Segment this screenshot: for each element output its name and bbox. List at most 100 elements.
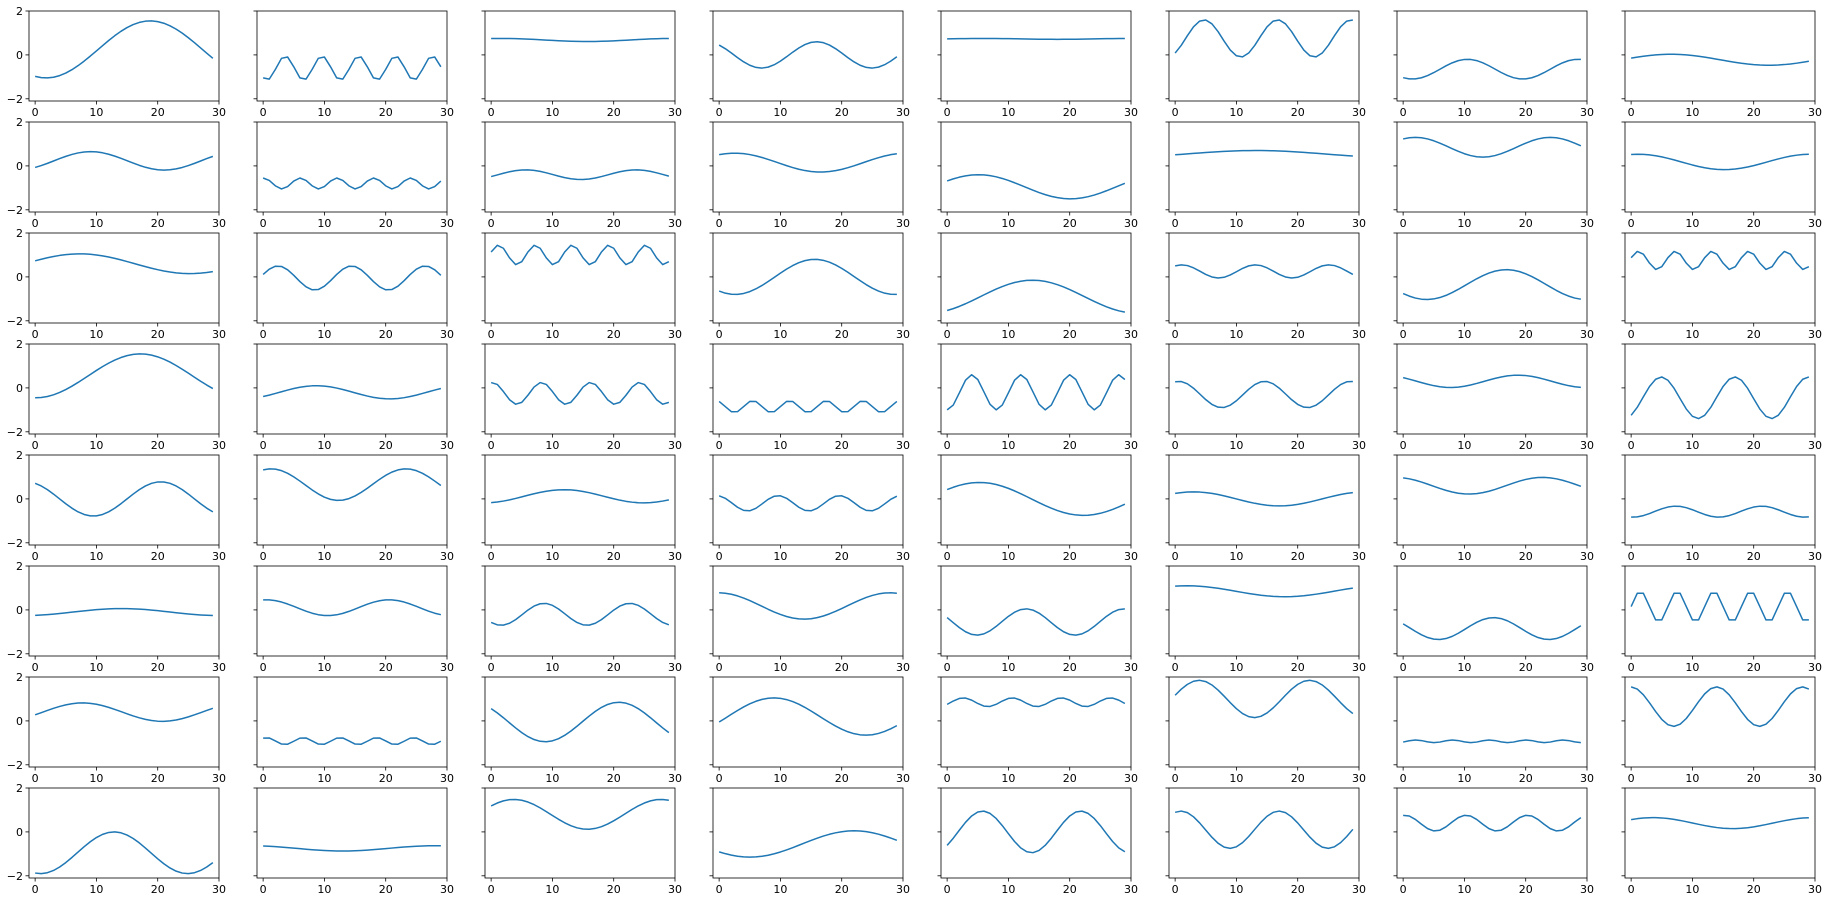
series-line <box>946 481 1126 517</box>
series-line <box>1630 250 1810 271</box>
subplot-5-3: 0 10 20 30 <box>481 454 682 563</box>
x-tick-label: 10 <box>545 772 559 785</box>
series-line <box>718 400 898 413</box>
x-tick-label: 30 <box>212 883 226 896</box>
subplot-2-1: 0 10 20 30 −2 0 2 <box>7 116 226 230</box>
y-tick-label: 0 <box>16 382 23 395</box>
x-tick-label: 0 <box>1400 439 1407 452</box>
subplot-1-7: 0 10 20 30 <box>1393 10 1594 119</box>
axes-frame <box>1168 454 1360 546</box>
y-tick-label: −2 <box>7 315 23 328</box>
subplot-4-3: 0 10 20 30 <box>481 343 682 452</box>
x-tick-label: 10 <box>89 106 103 119</box>
x-tick-label: 0 <box>260 328 267 341</box>
x-tick-label: 20 <box>835 661 849 674</box>
subplot-5-1: 0 10 20 30 −2 0 2 <box>7 449 226 563</box>
series-line <box>1631 816 1809 830</box>
axes-frame <box>28 787 220 879</box>
x-tick-label: 20 <box>1291 772 1305 785</box>
x-tick-label: 0 <box>32 883 39 896</box>
x-tick-label: 0 <box>1172 883 1179 896</box>
x-tick-label: 10 <box>1685 328 1699 341</box>
axes-frame <box>1168 10 1360 102</box>
x-tick-label: 30 <box>1352 106 1366 119</box>
series-line <box>1630 376 1810 420</box>
x-tick-label: 30 <box>1580 883 1594 896</box>
x-tick-label: 0 <box>944 328 951 341</box>
x-tick-label: 10 <box>1229 328 1243 341</box>
x-tick-label: 30 <box>668 439 682 452</box>
x-tick-label: 10 <box>1457 106 1471 119</box>
x-tick-label: 10 <box>545 439 559 452</box>
subplot-7-7: 0 10 20 30 <box>1393 676 1594 785</box>
y-tick-label: 2 <box>16 560 23 573</box>
y-tick-label: 2 <box>16 227 23 240</box>
x-tick-label: 10 <box>317 883 331 896</box>
x-tick-label: 10 <box>773 106 787 119</box>
x-tick-label: 20 <box>1291 661 1305 674</box>
subplot-8-1: 0 10 20 30 −2 0 2 <box>7 782 226 896</box>
x-tick-label: 10 <box>1001 772 1015 785</box>
subplot-3-5: 0 10 20 30 <box>937 232 1138 341</box>
series-line <box>718 697 898 736</box>
series-line <box>1403 476 1582 495</box>
x-tick-label: 10 <box>773 328 787 341</box>
x-tick-label: 20 <box>1063 550 1077 563</box>
x-tick-label: 10 <box>317 550 331 563</box>
x-tick-label: 20 <box>1063 883 1077 896</box>
x-tick-label: 20 <box>1063 106 1077 119</box>
x-tick-label: 10 <box>1457 217 1471 230</box>
axes-frame <box>1624 232 1816 324</box>
x-tick-label: 10 <box>1685 439 1699 452</box>
x-tick-label: 30 <box>668 772 682 785</box>
x-tick-label: 10 <box>89 661 103 674</box>
series-line <box>718 495 898 512</box>
x-tick-label: 10 <box>89 439 103 452</box>
subplot-8-7: 0 10 20 30 <box>1393 787 1594 896</box>
subplot-6-1: 0 10 20 30 −2 0 2 <box>7 560 226 674</box>
x-tick-label: 10 <box>317 661 331 674</box>
x-tick-label: 10 <box>89 217 103 230</box>
series-line <box>262 384 442 400</box>
series-line <box>34 481 214 517</box>
series-line <box>34 150 214 171</box>
x-tick-label: 20 <box>1291 328 1305 341</box>
x-tick-label: 30 <box>1352 883 1366 896</box>
series-line <box>1631 153 1809 171</box>
x-tick-label: 30 <box>896 328 910 341</box>
series-line <box>1403 814 1582 832</box>
x-tick-label: 0 <box>1400 883 1407 896</box>
axes-frame <box>1624 10 1816 102</box>
axes-frame <box>484 454 676 546</box>
axes-frame <box>28 10 220 102</box>
x-tick-label: 0 <box>1628 883 1635 896</box>
x-tick-label: 0 <box>260 106 267 119</box>
x-tick-label: 20 <box>379 217 393 230</box>
x-tick-label: 30 <box>1808 106 1822 119</box>
series-line <box>718 830 898 858</box>
axes-frame <box>712 232 904 324</box>
x-tick-label: 20 <box>835 550 849 563</box>
x-tick-label: 30 <box>1352 217 1366 230</box>
x-tick-label: 30 <box>896 550 910 563</box>
x-tick-label: 0 <box>1628 661 1635 674</box>
series-line <box>35 831 214 875</box>
series-line <box>490 244 670 266</box>
subplot-3-3: 0 10 20 30 <box>481 232 682 341</box>
y-tick-label: −2 <box>7 537 23 550</box>
series-line <box>34 702 214 723</box>
axes-frame <box>940 676 1132 768</box>
x-tick-label: 20 <box>151 217 165 230</box>
x-tick-label: 10 <box>545 106 559 119</box>
y-tick-label: 0 <box>16 49 23 62</box>
x-tick-label: 10 <box>1229 883 1243 896</box>
x-tick-label: 30 <box>1352 550 1366 563</box>
subplot-2-4: 0 10 20 30 <box>709 121 910 230</box>
x-tick-label: 0 <box>1172 772 1179 785</box>
x-tick-label: 10 <box>545 883 559 896</box>
x-tick-label: 0 <box>488 661 495 674</box>
x-tick-label: 20 <box>1519 217 1533 230</box>
axes-frame <box>28 232 220 324</box>
y-tick-label: 2 <box>16 338 23 351</box>
x-tick-label: 20 <box>1747 217 1761 230</box>
